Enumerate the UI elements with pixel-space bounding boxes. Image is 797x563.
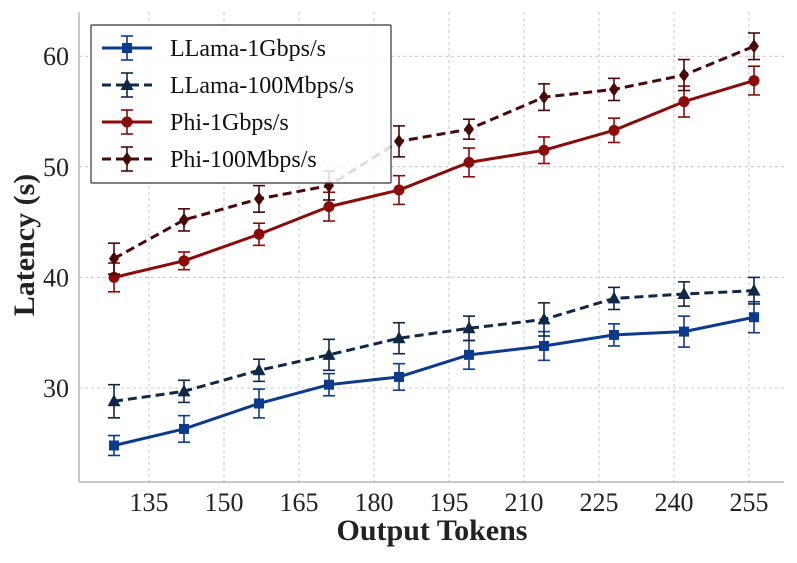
legend-marker bbox=[122, 43, 132, 53]
legend-marker bbox=[120, 78, 134, 90]
data-point bbox=[107, 394, 121, 407]
data-point bbox=[109, 251, 119, 266]
x-tick-label: 195 bbox=[430, 488, 469, 517]
data-point bbox=[252, 363, 266, 376]
legend-item-2: LLama-100Mbps/s bbox=[102, 72, 354, 99]
legend-label: Phi-100Mbps/s bbox=[170, 147, 317, 173]
data-point bbox=[394, 134, 404, 149]
legend: LLama-1Gbps/s LLama-100Mbps/s Phi-1Gbps/s P… bbox=[90, 24, 392, 184]
data-point bbox=[749, 39, 759, 54]
legend-item-1: LLama-1Gbps/s bbox=[102, 35, 326, 62]
x-tick-label: 210 bbox=[505, 488, 544, 517]
data-point bbox=[464, 349, 474, 360]
data-point bbox=[539, 90, 549, 105]
data-point bbox=[179, 212, 189, 227]
data-point bbox=[254, 398, 264, 409]
x-tick-label: 225 bbox=[580, 488, 619, 517]
data-point bbox=[677, 287, 691, 299]
data-point bbox=[253, 228, 265, 240]
legend-label: Phi-1Gbps/s bbox=[170, 110, 289, 136]
series-4 bbox=[108, 32, 760, 275]
x-tick-label: 255 bbox=[730, 488, 769, 517]
data-point bbox=[464, 122, 474, 137]
data-point bbox=[179, 423, 189, 434]
x-tick-label: 135 bbox=[130, 488, 169, 517]
data-point bbox=[748, 75, 760, 87]
data-point bbox=[463, 156, 475, 168]
x-axis-title: Output Tokens bbox=[337, 514, 528, 547]
legend-marker bbox=[121, 116, 133, 128]
data-point bbox=[679, 68, 689, 83]
x-tick-label: 165 bbox=[280, 488, 319, 517]
data-point bbox=[392, 331, 406, 344]
ticks-layer: 135 150 165 180 195 210 225 240 255 30 40 50 60 bbox=[43, 42, 769, 517]
data-point bbox=[178, 255, 190, 267]
data-point bbox=[537, 312, 551, 325]
legend-label: LLama-1Gbps/s bbox=[170, 36, 326, 62]
y-tick-label: 30 bbox=[43, 374, 69, 403]
data-point bbox=[609, 82, 619, 97]
legend-items: LLama-1Gbps/s LLama-100Mbps/s Phi-1Gbps/s P… bbox=[102, 35, 354, 173]
y-tick-label: 40 bbox=[43, 263, 69, 292]
series-layer bbox=[107, 32, 761, 457]
x-tick-label: 240 bbox=[655, 488, 694, 517]
series-line bbox=[113, 44, 755, 260]
series-line bbox=[113, 315, 755, 447]
series-1 bbox=[108, 300, 760, 457]
data-point bbox=[539, 340, 549, 351]
data-point bbox=[322, 347, 336, 360]
data-point bbox=[538, 144, 550, 156]
series-line bbox=[113, 79, 755, 279]
legend-marker bbox=[122, 152, 132, 166]
data-point bbox=[678, 96, 690, 108]
legend-label: LLama-100Mbps/s bbox=[170, 73, 354, 99]
data-point bbox=[607, 291, 621, 304]
series-3 bbox=[108, 65, 760, 293]
data-point bbox=[462, 321, 476, 334]
data-point bbox=[749, 312, 759, 323]
series-2 bbox=[107, 276, 761, 419]
legend-item-4: Phi-100Mbps/s bbox=[102, 146, 317, 173]
data-point bbox=[679, 326, 689, 337]
data-point bbox=[324, 379, 334, 390]
x-tick-label: 180 bbox=[355, 488, 394, 517]
data-point bbox=[394, 371, 404, 382]
data-point bbox=[323, 201, 335, 213]
data-point bbox=[177, 384, 191, 397]
series-line bbox=[113, 289, 755, 403]
y-axis-title: Latency (s) bbox=[8, 174, 41, 316]
data-point bbox=[109, 440, 119, 451]
axes-layer bbox=[78, 12, 784, 483]
legend-frame bbox=[90, 24, 392, 184]
y-tick-label: 60 bbox=[43, 42, 69, 71]
y-tick-label: 50 bbox=[43, 153, 69, 182]
data-point bbox=[254, 191, 264, 206]
legend-item-3: Phi-1Gbps/s bbox=[102, 109, 289, 136]
data-point bbox=[608, 124, 620, 136]
data-point bbox=[393, 184, 405, 196]
data-point bbox=[609, 329, 619, 340]
data-point bbox=[747, 283, 761, 296]
x-tick-label: 150 bbox=[205, 488, 244, 517]
